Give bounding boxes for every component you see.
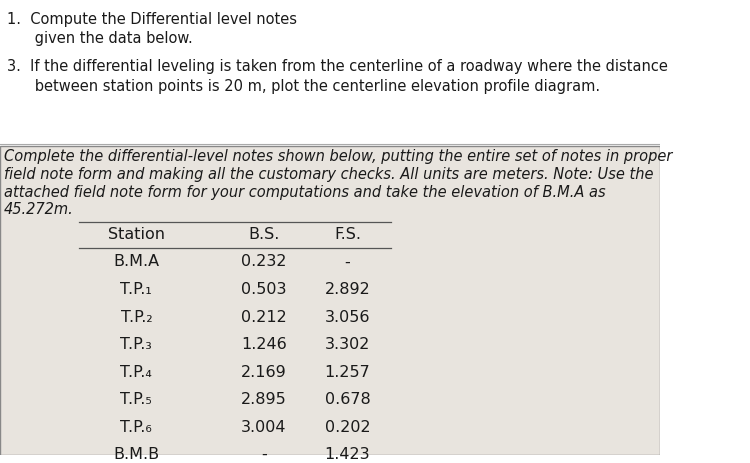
Text: Complete the differential-level notes shown below, putting the entire set of not: Complete the differential-level notes sh… <box>4 149 672 164</box>
Text: 0.232: 0.232 <box>242 254 286 269</box>
Text: T.P.₄: T.P.₄ <box>121 364 152 379</box>
Bar <box>0 0 660 149</box>
Text: B.M.A: B.M.A <box>113 254 160 269</box>
Text: T.P.₅: T.P.₅ <box>121 391 152 406</box>
Text: T.P.₃: T.P.₃ <box>121 336 152 351</box>
Text: 3.004: 3.004 <box>242 419 286 434</box>
Text: F.S.: F.S. <box>334 226 361 242</box>
Text: attached field note form for your computations and take the elevation of B.M.A a: attached field note form for your comput… <box>4 184 605 199</box>
Text: T.P.₂: T.P.₂ <box>121 309 152 324</box>
Text: B.S.: B.S. <box>248 226 280 242</box>
Text: 1.246: 1.246 <box>241 336 286 351</box>
Text: 3.056: 3.056 <box>325 309 370 324</box>
Text: field note form and making all the customary checks. All units are meters. Note:: field note form and making all the custo… <box>4 167 653 181</box>
Text: 1.257: 1.257 <box>325 364 370 379</box>
Text: 0.202: 0.202 <box>325 419 370 434</box>
Text: -: - <box>344 254 350 269</box>
Text: 0.503: 0.503 <box>242 282 286 296</box>
Text: 1.  Compute the Differential level notes: 1. Compute the Differential level notes <box>7 12 297 27</box>
Text: 2.892: 2.892 <box>325 282 370 296</box>
Text: Station: Station <box>108 226 165 242</box>
Text: 1.423: 1.423 <box>325 446 370 461</box>
Text: 2.895: 2.895 <box>241 391 286 406</box>
Text: -: - <box>261 446 267 461</box>
Text: 0.212: 0.212 <box>241 309 286 324</box>
Text: 45.272m.: 45.272m. <box>4 202 74 217</box>
Text: 2.169: 2.169 <box>241 364 286 379</box>
Text: B.M.B: B.M.B <box>113 446 160 461</box>
Text: given the data below.: given the data below. <box>7 31 193 46</box>
Bar <box>0 147 660 455</box>
Text: 0.678: 0.678 <box>325 391 370 406</box>
Text: 3.  If the differential leveling is taken from the centerline of a roadway where: 3. If the differential leveling is taken… <box>7 59 668 74</box>
Text: T.P.₆: T.P.₆ <box>121 419 152 434</box>
Text: 3.302: 3.302 <box>325 336 370 351</box>
Text: T.P.₁: T.P.₁ <box>121 282 152 296</box>
Text: between station points is 20 m, plot the centerline elevation profile diagram.: between station points is 20 m, plot the… <box>7 78 600 94</box>
